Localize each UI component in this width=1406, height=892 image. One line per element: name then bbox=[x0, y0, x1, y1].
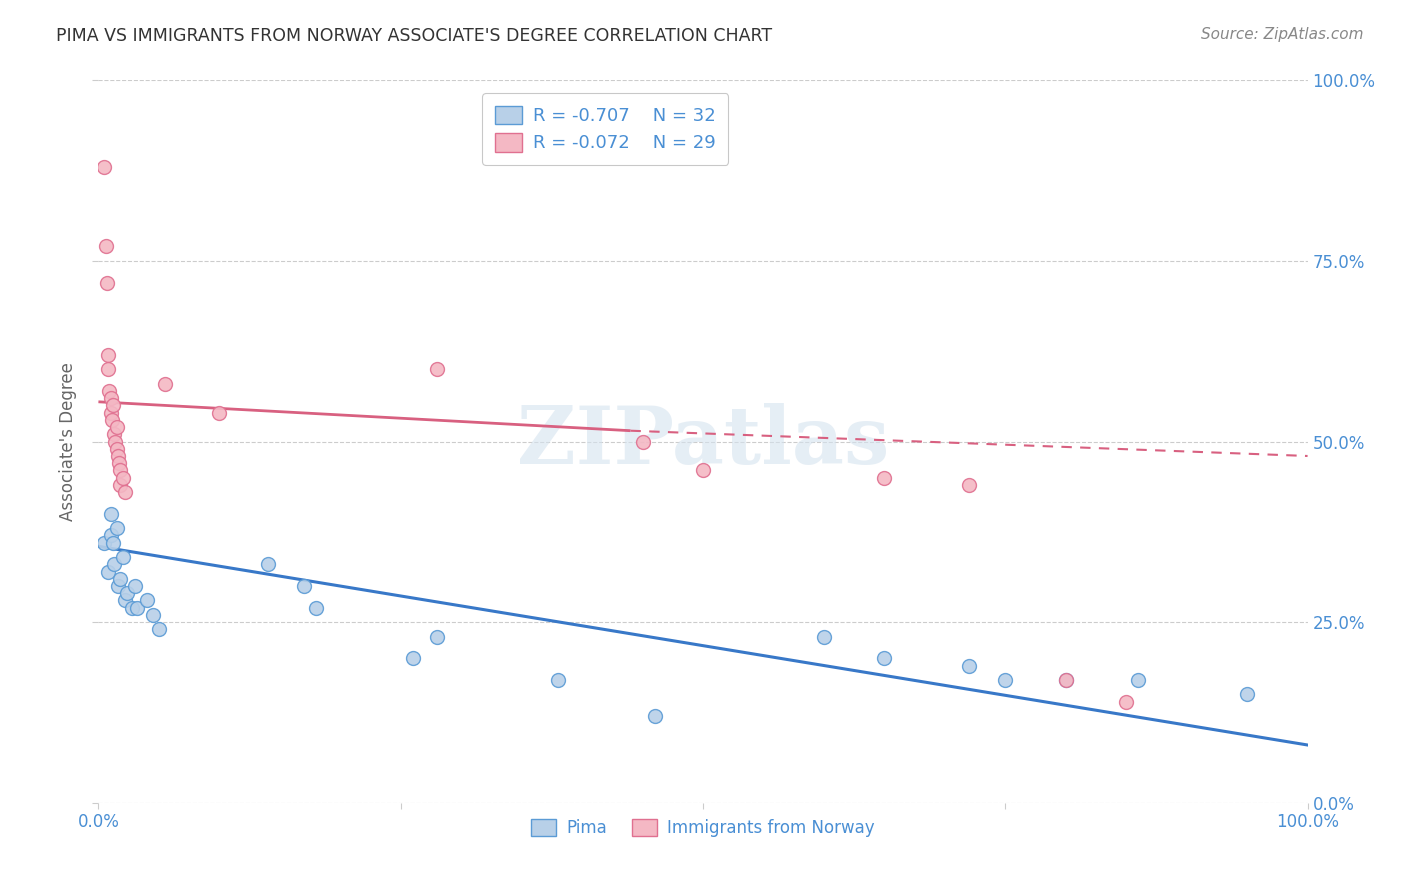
Point bbox=[208, 406, 231, 420]
Point bbox=[100, 413, 122, 427]
Point bbox=[101, 398, 124, 412]
Point bbox=[108, 572, 131, 586]
Point bbox=[994, 673, 1017, 687]
Point bbox=[1054, 673, 1077, 687]
Point bbox=[631, 434, 654, 449]
Point bbox=[100, 391, 122, 405]
Point bbox=[97, 362, 120, 376]
Point bbox=[1115, 695, 1137, 709]
Text: PIMA VS IMMIGRANTS FROM NORWAY ASSOCIATE'S DEGREE CORRELATION CHART: PIMA VS IMMIGRANTS FROM NORWAY ASSOCIATE… bbox=[56, 27, 772, 45]
Point bbox=[127, 600, 149, 615]
Point bbox=[93, 535, 115, 549]
Point bbox=[547, 673, 569, 687]
Point bbox=[1054, 673, 1077, 687]
Point bbox=[98, 384, 121, 398]
Point bbox=[101, 535, 124, 549]
Point bbox=[103, 427, 125, 442]
Point bbox=[111, 470, 134, 484]
Point bbox=[108, 456, 131, 470]
Point bbox=[957, 658, 980, 673]
Point bbox=[108, 463, 131, 477]
Point bbox=[117, 586, 139, 600]
Point bbox=[692, 463, 714, 477]
Point bbox=[957, 478, 980, 492]
Text: Source: ZipAtlas.com: Source: ZipAtlas.com bbox=[1201, 27, 1364, 42]
Point bbox=[97, 565, 120, 579]
Point bbox=[124, 579, 146, 593]
Point bbox=[114, 593, 136, 607]
Point bbox=[148, 623, 170, 637]
Point bbox=[94, 239, 117, 253]
Point bbox=[104, 434, 127, 449]
Point bbox=[103, 558, 125, 572]
Point bbox=[105, 420, 128, 434]
Point bbox=[426, 630, 449, 644]
Y-axis label: Associate's Degree: Associate's Degree bbox=[59, 362, 77, 521]
Point bbox=[96, 276, 118, 290]
Point bbox=[402, 651, 425, 665]
Point bbox=[100, 528, 122, 542]
Point bbox=[108, 478, 131, 492]
Point bbox=[256, 558, 278, 572]
Point bbox=[97, 348, 120, 362]
Point bbox=[107, 449, 129, 463]
Point bbox=[1128, 673, 1150, 687]
Point bbox=[121, 600, 143, 615]
Point bbox=[1236, 687, 1258, 701]
Legend: Pima, Immigrants from Norway: Pima, Immigrants from Norway bbox=[523, 810, 883, 845]
Point bbox=[873, 470, 896, 484]
Point bbox=[873, 651, 896, 665]
Point bbox=[111, 550, 134, 565]
Point bbox=[305, 600, 328, 615]
Point bbox=[114, 485, 136, 500]
Point bbox=[153, 376, 176, 391]
Point bbox=[292, 579, 315, 593]
Point bbox=[100, 406, 122, 420]
Point bbox=[105, 521, 128, 535]
Point bbox=[135, 593, 157, 607]
Text: ZIPatlas: ZIPatlas bbox=[517, 402, 889, 481]
Point bbox=[813, 630, 835, 644]
Point bbox=[644, 709, 666, 723]
Point bbox=[100, 507, 122, 521]
Point bbox=[105, 442, 128, 456]
Point bbox=[142, 607, 165, 622]
Point bbox=[426, 362, 449, 376]
Point bbox=[107, 579, 129, 593]
Point bbox=[93, 160, 115, 174]
